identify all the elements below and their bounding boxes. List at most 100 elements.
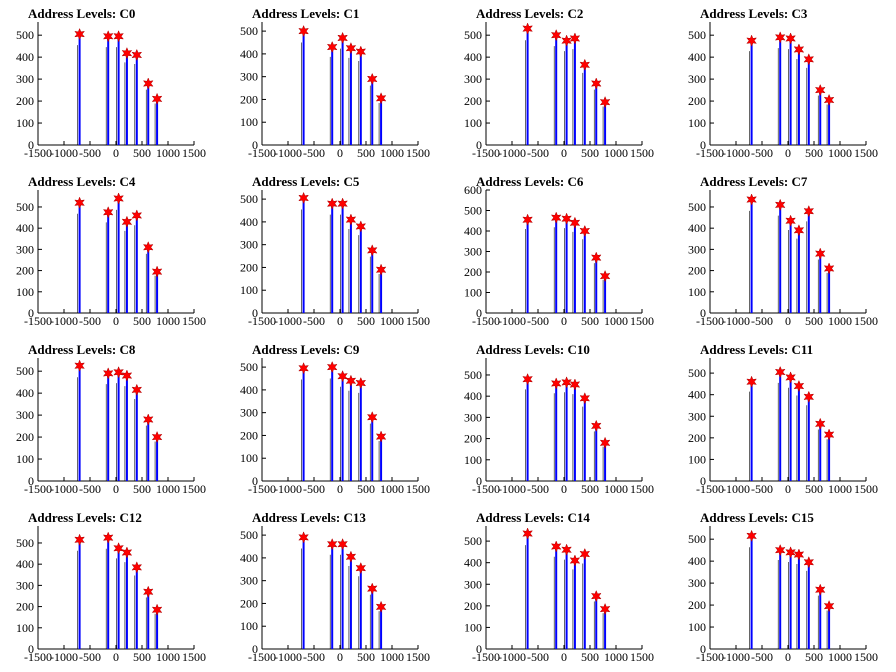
y-tick-label: 500 <box>16 28 34 42</box>
y-tick-label: 100 <box>688 285 706 299</box>
x-tick-label: -500 <box>751 146 773 160</box>
bar <box>573 386 576 481</box>
star-marker <box>814 83 826 97</box>
bar <box>789 40 792 146</box>
x-tick-label: -1500 <box>24 482 52 496</box>
bar <box>565 384 568 481</box>
bar <box>107 539 110 649</box>
x-tick-label: -1500 <box>472 146 500 160</box>
x-tick-label: -1500 <box>24 314 52 328</box>
star-marker <box>522 527 533 540</box>
y-tick-label: 300 <box>688 72 706 86</box>
y-tick-label: 0 <box>252 474 258 488</box>
chart-panel: Address Levels: C1 0 100 200 300 400 500 -1500-… <box>224 0 448 168</box>
x-tick-label: -1500 <box>248 482 276 496</box>
bar <box>555 219 558 313</box>
x-tick-label: 1500 <box>630 146 654 160</box>
x-tick-label: 1000 <box>828 146 852 160</box>
star-marker <box>793 224 805 237</box>
star-marker <box>599 269 611 283</box>
y-tick-label: 200 <box>464 599 482 613</box>
star-marker <box>599 95 611 109</box>
x-tick-label: 0 <box>561 482 567 496</box>
star-marker <box>151 265 163 278</box>
chart-panel: Address Levels: C6 0 100 200 300 400 500 600 -15… <box>448 168 672 336</box>
bar <box>526 535 529 649</box>
bar <box>807 398 810 481</box>
star-marker <box>814 247 826 260</box>
bar <box>828 269 831 313</box>
x-tick-label: 500 <box>805 482 823 496</box>
x-tick-label: -1000 <box>498 314 526 328</box>
star-marker <box>355 220 367 233</box>
chart-title: Address Levels: C9 <box>252 342 360 357</box>
x-tick-label: -500 <box>303 650 325 664</box>
star-marker <box>793 379 805 393</box>
chart-title: Address Levels: C7 <box>700 174 808 189</box>
bar <box>349 558 352 649</box>
x-tick-label: -1000 <box>274 482 302 496</box>
y-tick-label: 400 <box>464 389 482 403</box>
x-tick-label: -1000 <box>722 650 750 664</box>
bar <box>779 39 782 146</box>
y-tick-label: 400 <box>464 224 482 238</box>
chart-title: Address Levels: C14 <box>476 510 590 525</box>
chart-svg: 0 100 200 300 400 500 -1500-1000 -500 0 500 1000 15… <box>464 358 654 496</box>
bar <box>565 220 568 313</box>
bar <box>573 40 576 146</box>
star-marker <box>131 209 143 222</box>
x-tick-label: 0 <box>113 482 119 496</box>
y-tick-label: 0 <box>476 642 482 656</box>
bar <box>573 562 576 649</box>
x-tick-label: 1500 <box>630 482 654 496</box>
x-tick-label: 0 <box>337 482 343 496</box>
y-tick-label: 400 <box>688 554 706 568</box>
bar <box>135 568 138 649</box>
x-tick-label: 500 <box>357 482 375 496</box>
chart-title: Address Levels: C6 <box>476 174 584 189</box>
bar <box>797 556 800 649</box>
chart-title: Address Levels: C12 <box>28 510 142 525</box>
bar <box>359 385 362 481</box>
x-tick-label: -1500 <box>696 146 724 160</box>
chart-title: Address Levels: C10 <box>476 342 590 357</box>
y-tick-label: 400 <box>16 221 34 235</box>
star-marker <box>569 378 581 391</box>
star-marker <box>579 58 591 72</box>
star-marker <box>550 211 562 224</box>
star-marker <box>142 585 154 598</box>
chart-title: Address Levels: C8 <box>28 342 136 357</box>
star-marker <box>326 538 338 551</box>
star-marker <box>569 216 581 229</box>
y-tick-label: 200 <box>240 428 258 442</box>
star-marker <box>131 561 143 574</box>
chart-svg: 0 100 200 300 400 500 -1500-1000 -500 0 500 1000 15… <box>688 190 878 328</box>
bar <box>341 205 344 313</box>
x-tick-label: 500 <box>357 650 375 664</box>
bar <box>819 91 822 145</box>
bar <box>78 204 81 313</box>
star-marker <box>337 31 348 45</box>
x-tick-label: -500 <box>527 146 549 160</box>
bar <box>78 541 81 649</box>
chart-svg: 0 100 200 300 400 500 -1500-1000 -500 0 500 1000 15… <box>688 358 878 496</box>
star-marker <box>803 53 815 66</box>
x-tick-label: 1000 <box>380 650 404 664</box>
star-marker <box>113 192 124 205</box>
chart-svg: 0 100 200 300 400 500 -1500-1000 -500 0 500 1000 15… <box>16 190 206 328</box>
chart-panel: Address Levels: C3 0 100 200 300 400 500 -1500-… <box>672 0 896 168</box>
y-tick-label: 100 <box>16 452 34 466</box>
star-marker <box>366 582 378 595</box>
star-marker <box>746 34 757 47</box>
star-marker <box>121 47 133 60</box>
chart-svg: 0 100 200 300 400 500 -1500-1000 -500 0 500 1000 15… <box>464 526 654 664</box>
chart-svg: 0 100 200 300 400 500 -1500-1000 -500 0 500 1000 15… <box>240 190 430 328</box>
bar <box>331 369 334 481</box>
star-marker <box>326 360 338 374</box>
y-tick-label: 300 <box>240 238 258 252</box>
y-tick-label: 300 <box>16 408 34 422</box>
y-tick-label: 300 <box>688 242 706 256</box>
x-tick-label: 500 <box>581 650 599 664</box>
bar <box>750 42 753 145</box>
x-tick-label: -1500 <box>248 314 276 328</box>
